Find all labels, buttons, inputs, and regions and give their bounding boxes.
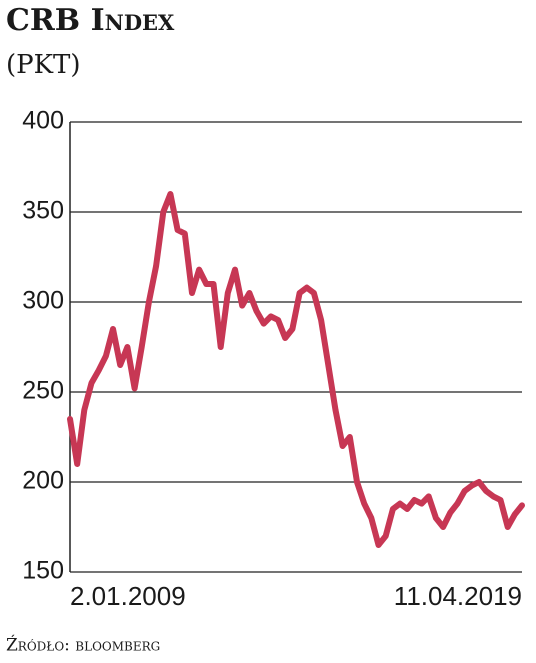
chart-subtitle: (PKT) [6, 50, 81, 80]
y-tick-label: 300 [22, 287, 64, 315]
y-tick-label: 350 [22, 197, 64, 225]
line-series [67, 191, 525, 548]
y-tick-label: 150 [22, 557, 64, 585]
x-tick-label: 2.01.2009 [70, 581, 186, 611]
y-tick-label: 250 [22, 377, 64, 405]
chart-title: CRB Index [6, 3, 175, 38]
source: Źródło: bloomberg [6, 635, 160, 656]
y-tick-label: 200 [22, 467, 64, 495]
x-tick-label: 11.04.2019 [394, 581, 522, 611]
y-tick-label: 400 [22, 107, 64, 135]
